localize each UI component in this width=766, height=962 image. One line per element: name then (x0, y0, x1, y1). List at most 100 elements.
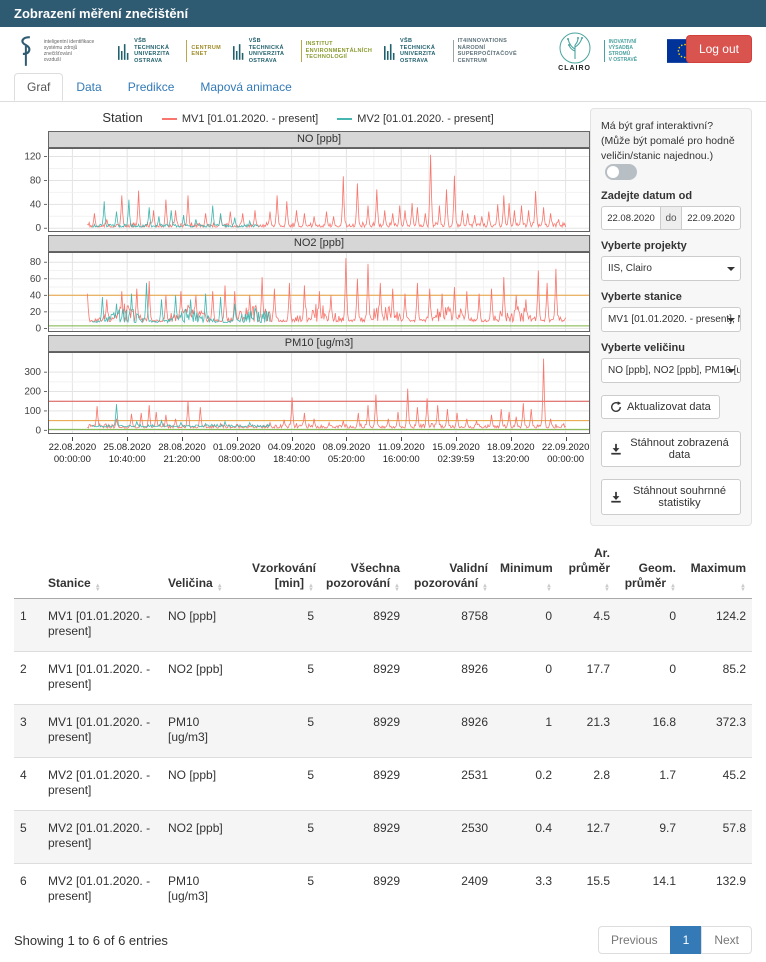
x-axis-label: 15.09.2020 02:39:59 (432, 442, 480, 465)
legend-swatch-mv1 (161, 118, 177, 121)
table-cell: MV1 [01.01.2020. - present] (42, 598, 162, 652)
column-header-stanice[interactable]: Stanice ▲ ▼ (42, 540, 162, 599)
tab-predikce[interactable]: Predikce (127, 80, 175, 94)
logo-divider (452, 40, 454, 62)
table-cell: MV2 [01.01.2020. - present] (42, 757, 162, 811)
table-cell: NO2 [ppb] (162, 651, 246, 705)
logo-vsb-iet: VŠB TECHNICKÁ UNIVERZITA OSTRAVA INSTITU… (232, 38, 372, 64)
svg-text:80: 80 (30, 175, 42, 186)
table-row: 4 MV2 [01.01.2020. - present] NO [ppb] 5 892… (14, 757, 752, 811)
table-row: 5 MV2 [01.01.2020. - present] NO2 [ppb] 5 89… (14, 810, 752, 864)
x-axis-tick (456, 437, 457, 441)
facet-strip: PM10 [ug/m3] (48, 335, 590, 352)
clairo-tree-icon (559, 32, 591, 63)
download-icon (611, 443, 621, 455)
svg-text:0: 0 (35, 425, 41, 434)
tab-graf[interactable]: Graf (14, 73, 64, 101)
table-cell: 1.7 (616, 757, 682, 811)
legend-item-mv2: MV2 [01.01.2020. - present] (337, 113, 494, 125)
download-data-button[interactable]: Stáhnout zobrazená data (601, 431, 741, 467)
legend-title: Station (102, 110, 143, 125)
tab-data[interactable]: Data (76, 80, 102, 94)
projects-select[interactable]: IIS, Clairo (601, 256, 741, 281)
table-cell: 5 (246, 651, 320, 705)
legend-item-mv1: MV1 [01.01.2020. - present] (161, 113, 321, 125)
svg-text:200: 200 (24, 387, 41, 398)
x-axis-label: 18.09.2020 13:20:00 (487, 442, 535, 465)
table-cell: 2.8 (558, 757, 616, 811)
x-axis-label: 22.08.2020 00:00:00 (48, 442, 97, 465)
sort-icon: ▲ ▼ (670, 583, 676, 593)
stations-select[interactable]: MV1 [01.01.2020. - present], MV2 [01.01 (601, 307, 741, 332)
quantity-select[interactable]: NO [ppb], NO2 [ppb], PM10 [ug/m3] (601, 358, 741, 383)
chart-plot: 0 20 40 60 80 (30, 252, 590, 332)
download-stats-button[interactable]: Stáhnout souhrnné statistiky (601, 479, 741, 515)
interactive-question: Má být graf interaktivní? (Může být poma… (601, 119, 741, 180)
sort-icon: ▲ ▼ (94, 583, 101, 593)
pagination-next[interactable]: Next (701, 926, 752, 954)
column-header-maximum[interactable]: Maximum ▲ ▼ (682, 540, 752, 599)
x-axis-tick (401, 437, 403, 441)
date-from-input[interactable] (601, 206, 661, 230)
tab-mapova-animace[interactable]: Mapová animace (200, 80, 292, 94)
interactive-toggle[interactable] (605, 164, 637, 180)
x-axis-label: 08.09.2020 05:20:00 (322, 442, 371, 465)
table-row: 2 MV1 [01.01.2020. - present] NO2 [ppb] 5 89… (14, 651, 752, 705)
svg-text:0: 0 (35, 223, 41, 232)
x-axis-labels: 22.08.2020 00:00:00 25.08.2020 10:40:00 28.0… (14, 437, 590, 469)
table-cell: 6 (14, 863, 42, 916)
logout-button[interactable]: Log out (685, 35, 752, 63)
chart-plot: 0 100 200 300 (24, 352, 590, 434)
column-header-ar-pr-m-r[interactable]: Ar. průměr ▲ ▼ (558, 540, 616, 599)
column-header-geom-pr-m-r[interactable]: Geom. průměr ▲ ▼ (616, 540, 682, 599)
quantity-label: Vyberte veličinu (601, 342, 685, 354)
x-axis-tick (510, 437, 512, 441)
table-cell: 5 (246, 810, 320, 864)
table-cell: 21.3 (558, 704, 616, 758)
pagination-previous[interactable]: Previous (597, 926, 671, 954)
table-cell: 3 (14, 704, 42, 758)
logo-vsb-it4i: VŠB TECHNICKÁ UNIVERZITA OSTRAVA IT4INNO… (384, 38, 545, 64)
date-to-input[interactable] (681, 206, 741, 230)
table-cell: 15.5 (558, 863, 616, 916)
table-row: 6 MV2 [01.01.2020. - present] PM10 [ug/m3]… (14, 863, 752, 916)
table-cell: 8929 (320, 598, 406, 652)
facet-panels: NO [ppb] 0 40 80 120 NO2 [ppb] 0 20 40 60 80 PM10 [… (14, 131, 590, 434)
page-title: Zobrazení měření znečištění (14, 6, 189, 21)
table-cell: 124.2 (682, 598, 752, 652)
chevron-down-icon (727, 369, 735, 373)
date-separator: do (661, 206, 681, 230)
table-cell: 5 (246, 863, 320, 916)
vsb-bars-icon (118, 44, 129, 60)
table-cell: 0.2 (494, 757, 558, 811)
vsb-bars-icon (232, 44, 244, 60)
x-axis-tick (236, 437, 238, 441)
table-cell: 57.8 (682, 810, 752, 864)
pagination-page-1[interactable]: 1 (669, 926, 703, 954)
tab-bar: Graf Data Predikce Mapová animace (0, 73, 766, 102)
sort-icon: ▲ ▼ (394, 583, 400, 593)
chart-legend: Station MV1 [01.01.2020. - present] MV2 … (14, 110, 590, 125)
refresh-data-button[interactable]: Aktualizovat data (601, 395, 720, 419)
column-header-veli-ina[interactable]: Veličina ▲ ▼ (162, 540, 246, 599)
date-range-group: do (601, 206, 741, 230)
table-cell: NO2 [ppb] (162, 810, 246, 864)
column-header-vzorkov-n-min-[interactable]: Vzorkování [min] ▲ ▼ (246, 540, 320, 599)
x-axis-tick (346, 437, 348, 441)
control-panel: Má být graf interaktivní? (Může být poma… (590, 108, 752, 526)
column-header-validn-pozorov-n-[interactable]: Validní pozorování ▲ ▼ (406, 540, 494, 599)
column-header-minimum[interactable]: Minimum ▲ ▼ (494, 540, 558, 599)
table-cell: 0 (616, 651, 682, 705)
x-axis-label: 25.08.2020 10:40:00 (103, 442, 151, 465)
x-axis-tick (565, 437, 567, 441)
table-cell: 8929 (320, 704, 406, 758)
x-axis-label: 01.09.2020 08:00:00 (213, 442, 261, 465)
x-axis-label: 28.08.2020 21:20:00 (158, 442, 206, 465)
vsb-bars-icon (384, 44, 395, 60)
x-axis-label: 22.09.2020 00:00:00 (541, 442, 590, 465)
table-cell: 14.1 (616, 863, 682, 916)
column-header-v-echna-pozorov-n-[interactable]: Všechna pozorování ▲ ▼ (320, 540, 406, 599)
date-range-label: Zadejte datum od (601, 190, 693, 202)
legend-swatch-mv2 (337, 118, 353, 121)
table-cell: MV2 [01.01.2020. - present] (42, 810, 162, 864)
